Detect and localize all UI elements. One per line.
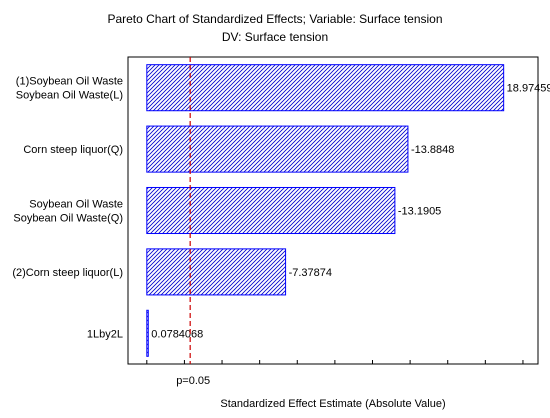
category-label: Soybean Oil Waste(L) bbox=[16, 90, 123, 102]
category-label: Soybean Oil Waste bbox=[29, 199, 123, 211]
category-label: (2)Corn steep liquor(L) bbox=[12, 267, 123, 279]
bar bbox=[146, 125, 409, 173]
category-label: 1Lby2L bbox=[87, 328, 123, 340]
plot-area bbox=[127, 56, 539, 365]
bar-value-label: -7.37874 bbox=[289, 267, 332, 279]
chart-subtitle: DV: Surface tension bbox=[222, 30, 328, 44]
bar-value-label: -13.8848 bbox=[411, 144, 454, 156]
category-label: (1)Soybean Oil Waste bbox=[16, 76, 123, 88]
bar-value-label: 18.97459 bbox=[507, 83, 550, 95]
significance-label: p=0.05 bbox=[176, 375, 210, 387]
bar bbox=[146, 186, 396, 235]
bar bbox=[146, 64, 505, 112]
bar bbox=[146, 309, 149, 357]
bars-layer: 18.97459 (1)Soybean Oil Waste Soybean Oil … bbox=[12, 64, 550, 357]
x-axis-label: Standardized Effect Estimate (Absolute V… bbox=[220, 398, 445, 410]
bar bbox=[146, 248, 287, 296]
category-label: Soybean Oil Waste(Q) bbox=[13, 213, 123, 225]
x-axis-ticks bbox=[146, 360, 524, 364]
bar-value-label: 0.0784068 bbox=[151, 328, 203, 340]
category-label: Corn steep liquor(Q) bbox=[23, 144, 123, 156]
chart-title: Pareto Chart of Standardized Effects; Va… bbox=[107, 12, 442, 26]
bar-value-label: -13.1905 bbox=[398, 206, 441, 218]
